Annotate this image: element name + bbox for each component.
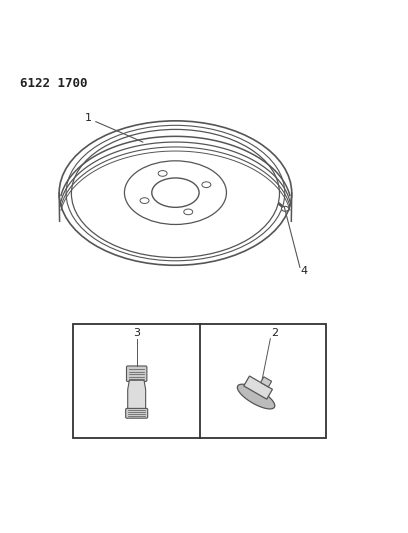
- FancyBboxPatch shape: [126, 408, 148, 418]
- Polygon shape: [261, 377, 272, 387]
- Polygon shape: [244, 376, 273, 399]
- FancyBboxPatch shape: [126, 366, 147, 382]
- Ellipse shape: [59, 121, 292, 265]
- Text: 1: 1: [85, 114, 92, 124]
- Text: 2: 2: [271, 328, 278, 337]
- Text: 3: 3: [133, 328, 140, 337]
- Bar: [73, 324, 326, 438]
- Ellipse shape: [282, 206, 289, 211]
- Polygon shape: [128, 380, 146, 410]
- Text: 4: 4: [300, 266, 308, 277]
- Polygon shape: [237, 384, 275, 409]
- Text: 6122 1700: 6122 1700: [20, 77, 88, 90]
